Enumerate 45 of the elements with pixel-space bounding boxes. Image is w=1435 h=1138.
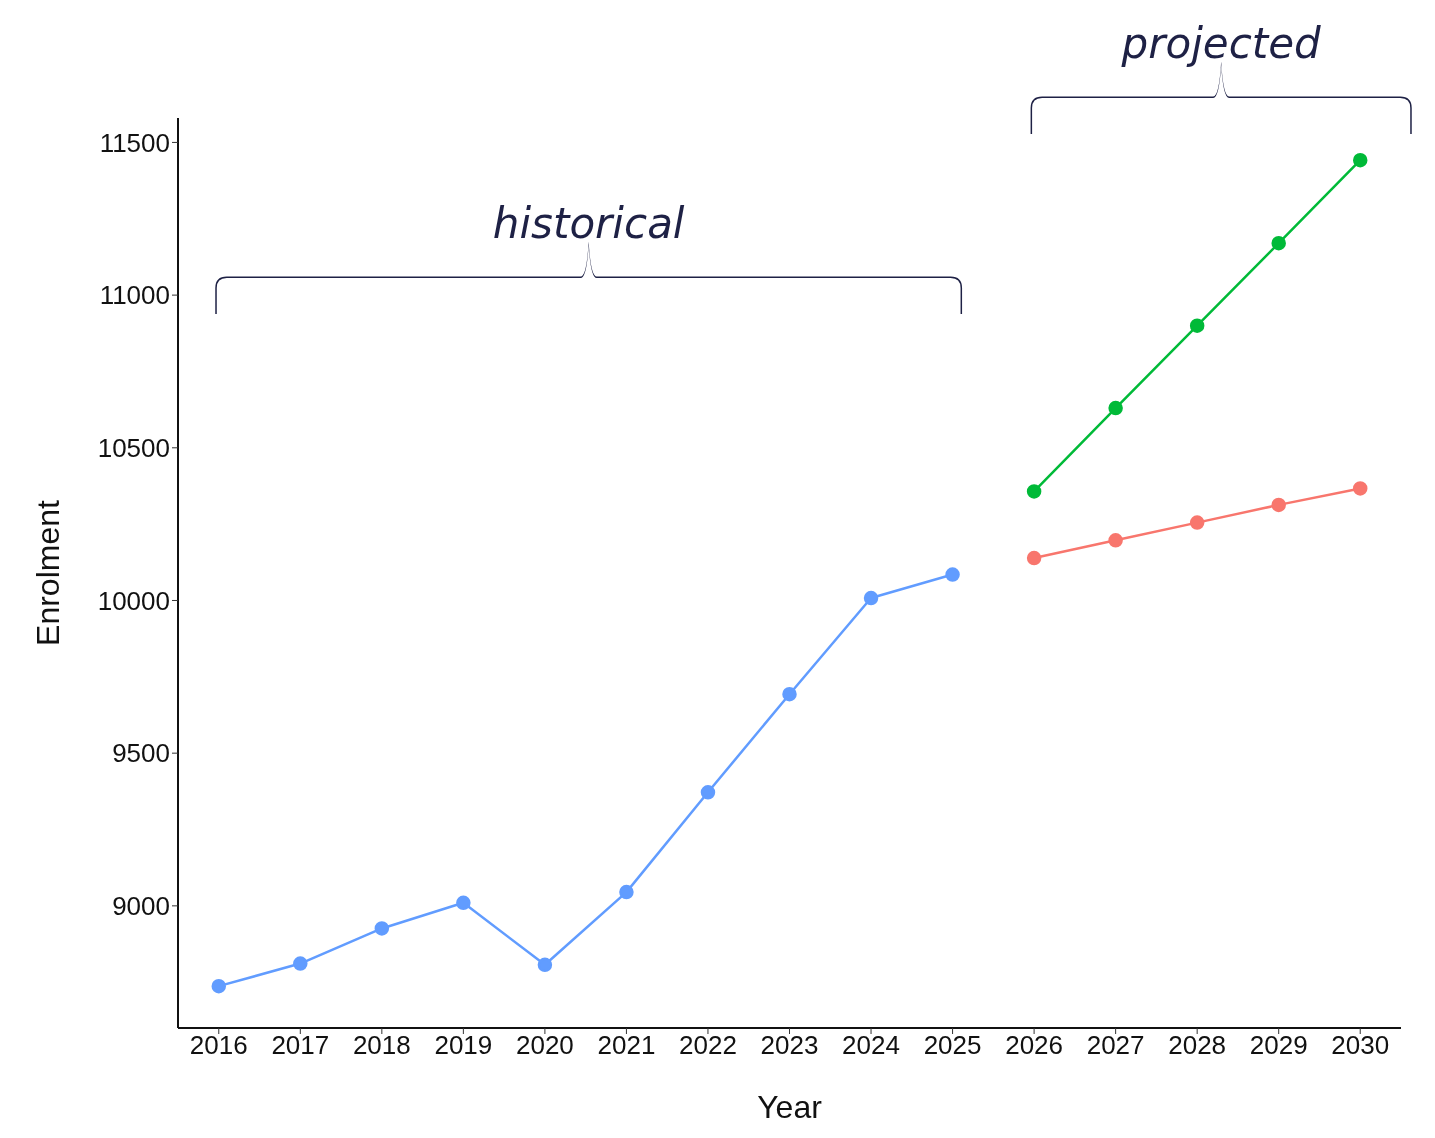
x-axis-title: Year [757,1089,823,1125]
x-tick-label: 2026 [1005,1030,1064,1061]
x-tick-label: 2028 [1168,1030,1227,1061]
point [537,957,553,973]
point [1108,533,1123,548]
point [945,567,960,582]
x-tick-label: 2025 [923,1030,982,1061]
point [1189,515,1205,530]
y-tick-label: 11500 [99,127,170,158]
y-axis-title: Enrolment [30,499,67,646]
point [211,978,227,994]
x-tick-label: 2023 [760,1030,819,1061]
point [1271,235,1286,251]
point [456,895,471,911]
y-tick-label: 10000 [97,585,170,616]
x-tick-label: 2020 [515,1030,574,1061]
point [1352,152,1368,168]
x-tick-label: 2019 [434,1030,493,1061]
point [1108,400,1123,416]
point [782,686,797,702]
y-tick-label: 10500 [97,433,170,464]
x-tick-label: 2022 [679,1030,737,1061]
x-tick-label: 2021 [597,1030,656,1061]
point [374,921,390,936]
x-tick-label: 2030 [1331,1030,1390,1061]
x-tick-label: 2017 [271,1030,330,1061]
x-tick-label: 2027 [1086,1030,1145,1061]
text: projected [1120,19,1322,68]
x-tick-label: 2018 [352,1030,411,1061]
y-tick-label: 11000 [99,280,170,311]
point [1189,318,1205,333]
point [293,956,308,971]
y-tick-label: 9000 [112,891,170,922]
annotation: historical [492,199,685,248]
y-tick-label: 9500 [112,738,170,769]
point [863,590,879,606]
point [1352,481,1368,496]
point [1026,550,1042,566]
point [1026,484,1042,499]
point [1271,497,1286,513]
x-tick-label: 2029 [1249,1030,1308,1061]
x-tick-label: 2024 [842,1030,900,1061]
x-tick-label: 2016 [189,1030,248,1061]
point [700,785,716,800]
point [619,884,634,900]
